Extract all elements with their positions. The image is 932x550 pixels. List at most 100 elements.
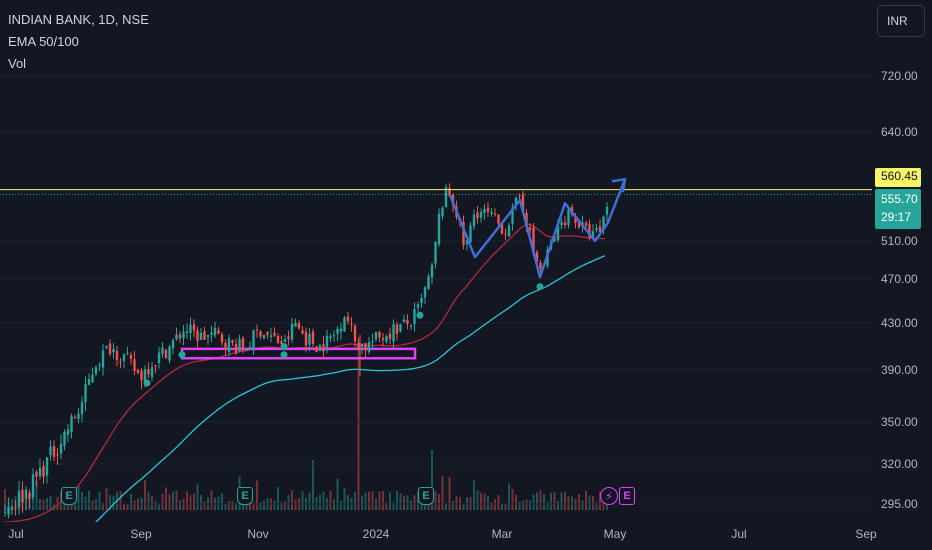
pivot-dot-1 (178, 351, 186, 359)
ema-indicator-label[interactable]: EMA 50/100 (8, 34, 79, 49)
candle-body-150 (528, 227, 532, 231)
candle-body-149 (525, 212, 528, 227)
volume-bar-54 (193, 493, 195, 510)
candle-body-37 (133, 359, 136, 371)
currency-button[interactable]: INR (877, 5, 925, 37)
volume-bar-109 (385, 502, 388, 510)
candle-body-16 (59, 443, 63, 454)
volume-bar-35 (126, 503, 129, 510)
volume-bar-31 (112, 495, 115, 510)
candle-body-58 (206, 334, 210, 338)
chart-area[interactable] (0, 0, 872, 522)
candle-body-21 (77, 413, 80, 419)
time-tick-sep: Sep (130, 527, 152, 541)
volume-bar-46 (165, 487, 167, 510)
candle-body-25 (91, 374, 94, 383)
volume-bar-127 (448, 476, 451, 510)
candle-body-45 (161, 347, 164, 354)
candle-body-91 (322, 344, 325, 352)
price-tick-430: 430.00 (881, 316, 918, 330)
candle-body-19 (70, 416, 73, 433)
pivot-dot-3 (280, 351, 288, 359)
candle-body-137 (483, 208, 486, 214)
candle-body-172 (605, 207, 609, 215)
volume-bar-81 (287, 494, 290, 510)
candle-body-76 (269, 335, 273, 338)
time-tick-sep-2: Sep (855, 527, 877, 541)
price-tick-510: 510.00 (881, 234, 918, 248)
candle-body-90 (318, 345, 322, 352)
candle-body-120 (423, 287, 427, 298)
volume-bar-9 (35, 480, 38, 510)
volume-bar-63 (224, 503, 227, 510)
upcoming-earnings-marker[interactable]: E (619, 487, 635, 505)
volume-bar-45 (161, 494, 164, 510)
candle-body-167 (588, 224, 591, 238)
volume-bar-49 (175, 490, 178, 510)
volume-bar-135 (476, 490, 479, 510)
earnings-marker-3[interactable]: E (418, 487, 434, 505)
candle-body-94 (332, 335, 336, 337)
volume-bar-53 (189, 495, 192, 510)
candle-body-109 (385, 335, 388, 342)
candle-body-144 (507, 225, 511, 237)
candle-body-164 (577, 220, 581, 228)
candle-body-171 (602, 216, 605, 231)
candle-body-111 (392, 324, 395, 342)
candle-body-74 (262, 335, 266, 339)
earnings-marker-2[interactable]: E (237, 487, 253, 505)
volume-bar-0 (4, 488, 6, 510)
candle-body-152 (535, 252, 539, 262)
volume-bar-64 (228, 501, 230, 510)
time-tick-mar: Mar (491, 527, 513, 541)
volume-bar-115 (406, 495, 409, 510)
candle-body-10 (38, 467, 42, 477)
ema-100-line (95, 255, 606, 522)
volume-bar-26 (95, 499, 97, 510)
candle-body-27 (98, 364, 101, 366)
volume-bar-100 (354, 491, 356, 510)
volume-indicator-label[interactable]: Vol (8, 56, 27, 71)
candle-body-115 (406, 319, 409, 324)
candle-body-100 (353, 325, 357, 342)
candle-body-9 (35, 472, 38, 477)
volume-bar-72 (256, 480, 258, 510)
volume-bar-20 (74, 499, 76, 510)
volume-bar-88 (312, 460, 314, 510)
candle-body-62 (220, 334, 224, 343)
earnings-marker-1[interactable]: E (61, 487, 77, 505)
candle-body-51 (182, 332, 185, 339)
candle-body-92 (325, 335, 329, 349)
candle-body-160 (563, 222, 567, 226)
time-tick-jul: Jul (8, 527, 24, 541)
last-price-value: 555.70 (881, 192, 918, 206)
candle-body-0 (3, 511, 7, 513)
volume-bar-66 (235, 502, 237, 510)
candle-body-121 (427, 276, 430, 289)
volume-bar-117 (413, 495, 416, 510)
candle-body-140 (493, 213, 497, 215)
price-tick-640: 640.00 (881, 125, 918, 139)
volume-bar-113 (399, 493, 402, 510)
candle-body-101 (357, 342, 360, 350)
candle-body-24 (87, 378, 91, 385)
volume-bar-140 (494, 499, 496, 510)
candle-body-169 (595, 228, 598, 231)
volume-bar-41 (147, 491, 150, 510)
volume-bar-102 (361, 495, 363, 510)
volume-bar-59 (210, 490, 213, 510)
volume-bar-15 (56, 496, 59, 510)
volume-bar-91 (322, 491, 325, 510)
symbol-title[interactable]: INDIAN BANK, 1D, NSE (8, 12, 149, 27)
volume-bar-78 (277, 486, 279, 510)
candle-body-168 (591, 231, 595, 238)
candle-body-138 (486, 207, 490, 212)
candlestick-chart[interactable] (0, 0, 872, 522)
volume-bar-126 (445, 502, 447, 510)
volume-bar-30 (109, 495, 111, 510)
volume-bar-123 (434, 491, 437, 510)
dividend-bolt-icon[interactable]: ⚡ (600, 487, 618, 505)
candle-body-67 (238, 339, 241, 352)
candle-body-23 (84, 384, 87, 403)
candle-body-69 (245, 350, 248, 352)
